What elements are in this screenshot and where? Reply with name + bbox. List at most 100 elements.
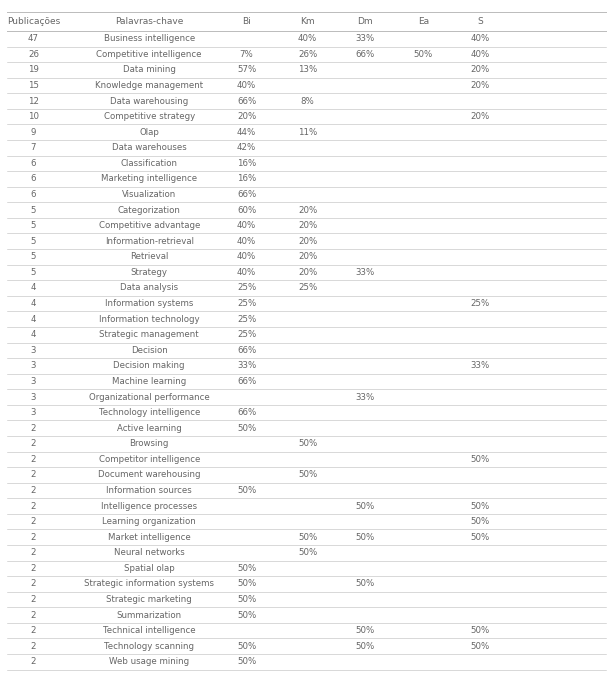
Text: 5: 5 — [30, 252, 37, 261]
Text: 5: 5 — [30, 221, 37, 230]
Text: 25%: 25% — [470, 299, 490, 308]
Text: Learning organization: Learning organization — [102, 517, 196, 526]
Text: 66%: 66% — [237, 190, 256, 199]
Text: 66%: 66% — [237, 408, 256, 417]
Text: 15: 15 — [28, 81, 39, 90]
Text: 42%: 42% — [237, 143, 256, 152]
Text: Competitive advantage: Competitive advantage — [99, 221, 200, 230]
Text: 2: 2 — [30, 424, 37, 433]
Text: 10: 10 — [28, 112, 39, 121]
Text: 50%: 50% — [470, 517, 490, 526]
Text: 50%: 50% — [470, 533, 490, 542]
Text: 2: 2 — [30, 548, 37, 557]
Text: 50%: 50% — [237, 610, 256, 620]
Text: 40%: 40% — [237, 252, 256, 261]
Text: Technology scanning: Technology scanning — [104, 642, 194, 651]
Text: 50%: 50% — [356, 642, 375, 651]
Text: 33%: 33% — [237, 361, 256, 370]
Text: Dm: Dm — [357, 17, 373, 26]
Text: 50%: 50% — [298, 533, 317, 542]
Text: 47: 47 — [28, 34, 39, 43]
Text: Web usage mining: Web usage mining — [109, 658, 189, 666]
Text: 2: 2 — [30, 517, 37, 526]
Text: Summarization: Summarization — [117, 610, 181, 620]
Text: 20%: 20% — [298, 237, 317, 246]
Text: 40%: 40% — [237, 81, 256, 90]
Text: 2: 2 — [30, 439, 37, 448]
Text: Strategic marketing: Strategic marketing — [107, 595, 192, 604]
Text: 25%: 25% — [237, 315, 256, 324]
Text: Business intelligence: Business intelligence — [104, 34, 195, 43]
Text: 50%: 50% — [237, 658, 256, 666]
Text: 50%: 50% — [470, 501, 490, 511]
Text: 66%: 66% — [237, 346, 256, 355]
Text: Ea: Ea — [418, 17, 429, 26]
Text: 3: 3 — [30, 408, 37, 417]
Text: 2: 2 — [30, 486, 37, 495]
Text: 33%: 33% — [356, 268, 375, 277]
Text: 2: 2 — [30, 455, 37, 464]
Text: Data analysis: Data analysis — [120, 283, 178, 293]
Text: 2: 2 — [30, 642, 37, 651]
Text: 40%: 40% — [237, 237, 256, 246]
Text: 57%: 57% — [237, 65, 256, 75]
Text: 11%: 11% — [298, 128, 317, 137]
Text: Information-retrieval: Information-retrieval — [105, 237, 194, 246]
Text: 2: 2 — [30, 501, 37, 511]
Text: 8%: 8% — [301, 96, 314, 106]
Text: Decision making: Decision making — [113, 361, 185, 370]
Text: 50%: 50% — [237, 642, 256, 651]
Text: Organizational performance: Organizational performance — [89, 392, 209, 402]
Text: 16%: 16% — [237, 159, 256, 168]
Text: 50%: 50% — [356, 501, 375, 511]
Text: 7%: 7% — [240, 50, 253, 59]
Text: 20%: 20% — [298, 252, 317, 261]
Text: 50%: 50% — [237, 486, 256, 495]
Text: Decision: Decision — [131, 346, 167, 355]
Text: Strategic information systems: Strategic information systems — [84, 579, 214, 588]
Text: Data mining: Data mining — [123, 65, 175, 75]
Text: 9: 9 — [31, 128, 36, 137]
Text: Marketing intelligence: Marketing intelligence — [101, 174, 197, 184]
Text: Olap: Olap — [139, 128, 159, 137]
Text: 50%: 50% — [470, 455, 490, 464]
Text: 50%: 50% — [237, 595, 256, 604]
Text: Technology intelligence: Technology intelligence — [99, 408, 200, 417]
Text: Bi: Bi — [242, 17, 251, 26]
Text: 2: 2 — [30, 610, 37, 620]
Text: 33%: 33% — [356, 392, 375, 402]
Text: 60%: 60% — [237, 205, 256, 215]
Text: Competitor intelligence: Competitor intelligence — [99, 455, 200, 464]
Text: Neural networks: Neural networks — [114, 548, 185, 557]
Text: 20%: 20% — [298, 268, 317, 277]
Text: 2: 2 — [30, 564, 37, 573]
Text: 25%: 25% — [237, 330, 256, 339]
Text: 6: 6 — [30, 174, 37, 184]
Text: 50%: 50% — [414, 50, 433, 59]
Text: 33%: 33% — [356, 34, 375, 43]
Text: Information technology: Information technology — [99, 315, 200, 324]
Text: Machine learning: Machine learning — [112, 377, 186, 386]
Text: 5: 5 — [30, 205, 37, 215]
Text: Information sources: Information sources — [107, 486, 192, 495]
Text: 40%: 40% — [298, 34, 317, 43]
Text: 50%: 50% — [356, 579, 375, 588]
Text: 5: 5 — [30, 268, 37, 277]
Text: 20%: 20% — [470, 112, 490, 121]
Text: 50%: 50% — [237, 564, 256, 573]
Text: 2: 2 — [30, 533, 37, 542]
Text: Strategic management: Strategic management — [99, 330, 199, 339]
Text: Document warehousing: Document warehousing — [98, 470, 200, 479]
Text: Palavras-chave: Palavras-chave — [115, 17, 183, 26]
Text: 20%: 20% — [298, 221, 317, 230]
Text: 2: 2 — [30, 658, 37, 666]
Text: 50%: 50% — [298, 439, 317, 448]
Text: Active learning: Active learning — [117, 424, 181, 433]
Text: 50%: 50% — [356, 533, 375, 542]
Text: 6: 6 — [30, 159, 37, 168]
Text: 4: 4 — [30, 315, 37, 324]
Text: 3: 3 — [30, 361, 37, 370]
Text: S: S — [477, 17, 483, 26]
Text: Competitive intelligence: Competitive intelligence — [96, 50, 202, 59]
Text: Classification: Classification — [121, 159, 178, 168]
